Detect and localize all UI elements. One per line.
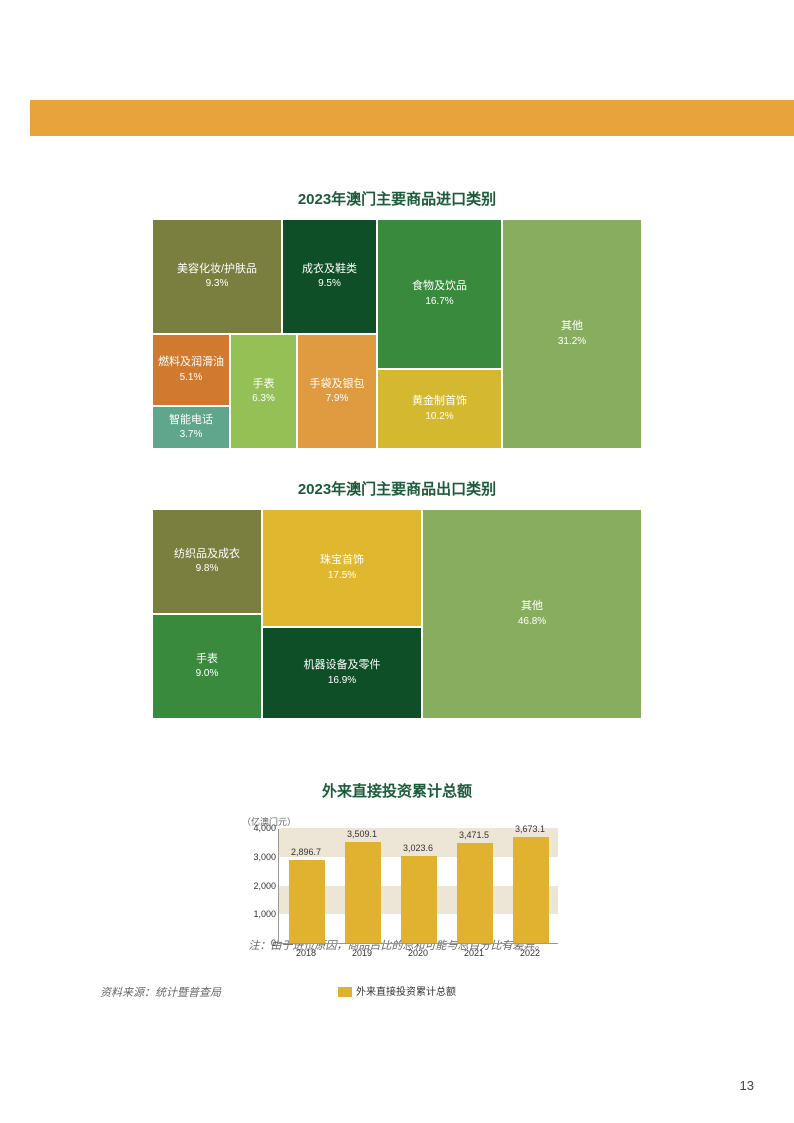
imports-treemap: 美容化妆/护肤品9.3%成衣及鞋类9.5%食物及饮品16.7%其他31.2%燃料… (152, 219, 642, 449)
cell-pct: 9.8% (196, 562, 219, 576)
y-tick-label: 1,000 (236, 909, 276, 919)
page-number: 13 (740, 1078, 754, 1093)
x-tick-label: 2020 (398, 948, 438, 958)
y-tick-label: 2,000 (236, 881, 276, 891)
treemap-cell: 成衣及鞋类9.5% (282, 219, 377, 334)
bar-value-label: 3,509.1 (332, 829, 392, 839)
x-tick-label: 2018 (286, 948, 326, 958)
treemap-cell: 食物及饮品16.7% (377, 219, 502, 369)
fdi-chart: （亿澳门元） 2,896.720183,509.120193,023.62020… (232, 811, 562, 981)
cell-pct: 10.2% (425, 410, 453, 424)
cell-pct: 46.8% (518, 615, 546, 629)
treemap-cell: 纺织品及成衣9.8% (152, 509, 262, 614)
cell-label: 纺织品及成衣 (174, 547, 240, 562)
cell-label: 机器设备及零件 (304, 658, 381, 673)
cell-label: 美容化妆/护肤品 (177, 262, 257, 277)
bar-value-label: 3,673.1 (500, 824, 560, 834)
cell-label: 食物及饮品 (412, 279, 467, 294)
cell-label: 智能电话 (169, 413, 213, 428)
source-note: 资料来源：统计暨普查局 (100, 984, 221, 1000)
cell-label: 成衣及鞋类 (302, 262, 357, 277)
fdi-bar (289, 860, 325, 943)
treemap-cell: 机器设备及零件16.9% (262, 627, 422, 719)
cell-pct: 16.7% (425, 295, 453, 309)
cell-label: 黄金制首饰 (412, 394, 467, 409)
cell-label: 手袋及银包 (310, 377, 365, 392)
imports-section: 2023年澳门主要商品进口类别 美容化妆/护肤品9.3%成衣及鞋类9.5%食物及… (0, 188, 794, 449)
fdi-section: 外来直接投资累计总额 （亿澳门元） 2,896.720183,509.12019… (0, 780, 794, 998)
cell-label: 其他 (561, 319, 583, 334)
legend-swatch (338, 987, 352, 997)
treemap-cell: 美容化妆/护肤品9.3% (152, 219, 282, 334)
legend-text: 外来直接投资累计总额 (356, 987, 456, 998)
exports-treemap: 纺织品及成衣9.8%珠宝首饰17.5%其他46.8%手表9.0%机器设备及零件1… (152, 509, 642, 719)
cell-label: 其他 (521, 599, 543, 614)
bar-value-label: 3,471.5 (444, 830, 504, 840)
cell-pct: 9.3% (206, 277, 229, 291)
treemap-cell: 手表9.0% (152, 614, 262, 719)
y-tick-label: 4,000 (236, 823, 276, 833)
x-tick-label: 2019 (342, 948, 382, 958)
cell-pct: 7.9% (326, 392, 349, 406)
cell-pct: 31.2% (558, 335, 586, 349)
cell-pct: 5.1% (180, 371, 203, 385)
y-tick-label: 0 (236, 938, 276, 948)
cell-label: 手表 (253, 377, 275, 392)
x-tick-label: 2022 (510, 948, 550, 958)
cell-label: 珠宝首饰 (320, 553, 364, 568)
bar-value-label: 2,896.7 (276, 847, 336, 857)
header-bar (30, 100, 794, 136)
cell-pct: 17.5% (328, 569, 356, 583)
cell-label: 燃料及润滑油 (158, 355, 224, 370)
fdi-bar (401, 856, 437, 943)
treemap-cell: 黄金制首饰10.2% (377, 369, 502, 449)
cell-pct: 9.0% (196, 667, 219, 681)
cell-pct: 9.5% (318, 277, 341, 291)
fdi-title: 外来直接投资累计总额 (0, 780, 794, 801)
cell-pct: 16.9% (328, 674, 356, 688)
treemap-cell: 其他31.2% (502, 219, 642, 449)
x-tick-label: 2021 (454, 948, 494, 958)
exports-title: 2023年澳门主要商品出口类别 (0, 478, 794, 499)
treemap-cell: 手表6.3% (230, 334, 297, 449)
treemap-cell: 手袋及银包7.9% (297, 334, 377, 449)
fdi-bar (513, 837, 549, 943)
treemap-cell: 其他46.8% (422, 509, 642, 719)
bar-value-label: 3,023.6 (388, 843, 448, 853)
fdi-bar (345, 842, 381, 943)
y-tick-label: 3,000 (236, 852, 276, 862)
imports-title: 2023年澳门主要商品进口类别 (0, 188, 794, 209)
cell-label: 手表 (196, 652, 218, 667)
treemap-cell: 智能电话3.7% (152, 406, 230, 449)
treemap-cell: 燃料及润滑油5.1% (152, 334, 230, 406)
fdi-bar (457, 843, 493, 943)
cell-pct: 3.7% (180, 428, 203, 442)
treemap-cell: 珠宝首饰17.5% (262, 509, 422, 627)
cell-pct: 6.3% (252, 392, 275, 406)
